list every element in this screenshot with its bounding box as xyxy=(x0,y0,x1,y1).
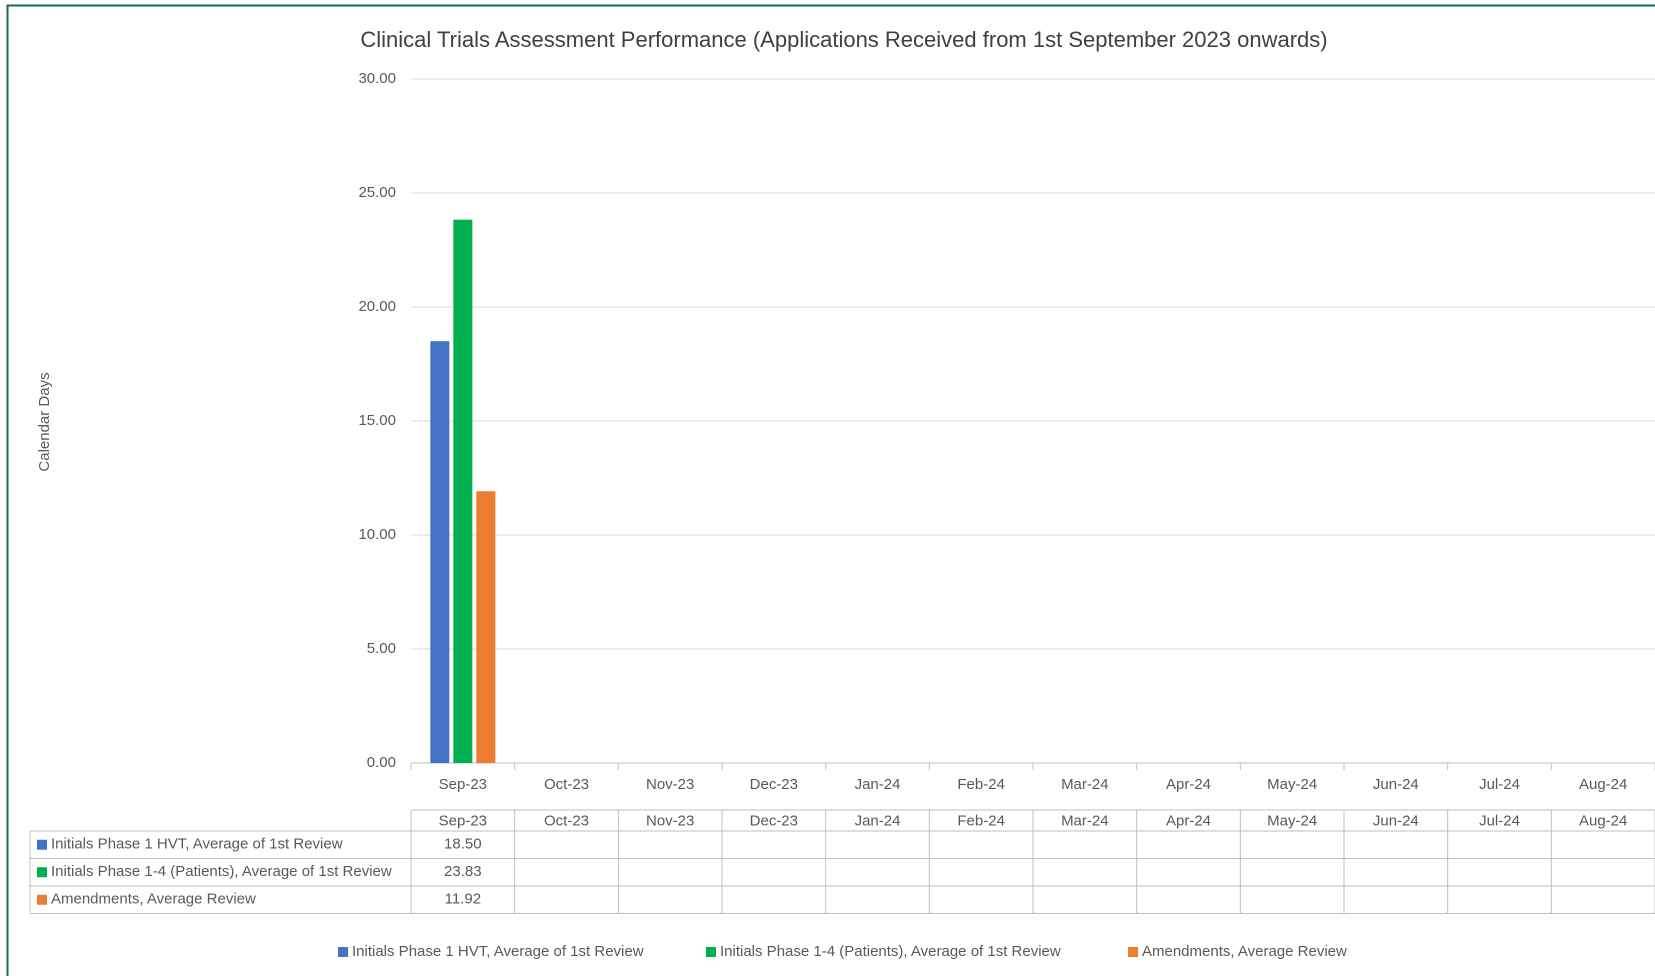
x-tick-label: Apr-24 xyxy=(1166,776,1211,793)
table-header: Nov-23 xyxy=(646,812,694,829)
table-header: May-24 xyxy=(1267,812,1317,829)
table-header: Jan-24 xyxy=(855,812,901,829)
table-key xyxy=(37,839,47,850)
table-header: Mar-24 xyxy=(1061,812,1109,829)
x-tick-label: Aug-24 xyxy=(1579,776,1627,793)
x-tick-label: Sep-23 xyxy=(439,776,487,793)
table-header: Jun-24 xyxy=(1373,812,1419,829)
bar xyxy=(430,341,450,763)
y-tick-label: 20.00 xyxy=(358,298,396,315)
frame xyxy=(6,4,1655,976)
legend-label: Initials Phase 1-4 (Patients), Average o… xyxy=(720,943,1061,960)
x-tick-label: Jun-24 xyxy=(1373,776,1419,793)
x-tick-label: Mar-24 xyxy=(1061,776,1109,793)
x-tick-label: Nov-23 xyxy=(646,776,694,793)
table-header: Feb-24 xyxy=(957,812,1005,829)
y-tick-label: 0.00 xyxy=(367,754,396,771)
legend-key xyxy=(706,947,716,957)
table-row-label: Initials Phase 1-4 (Patients), Average o… xyxy=(51,863,392,880)
table-key xyxy=(37,894,47,905)
x-tick-label: Oct-23 xyxy=(544,776,589,793)
y-axis-label: Calendar Days xyxy=(36,372,53,471)
x-tick-label: Jan-24 xyxy=(855,776,901,793)
y-tick-label: 25.00 xyxy=(358,184,396,201)
table-header: Aug-24 xyxy=(1579,812,1627,829)
y-tick-label: 15.00 xyxy=(358,412,396,429)
bar xyxy=(476,491,496,763)
table-header: Oct-23 xyxy=(544,812,589,829)
table-header: Sep-23 xyxy=(439,812,487,829)
table-value: 11.92 xyxy=(445,891,481,908)
table-key xyxy=(37,867,47,878)
legend-key xyxy=(1128,947,1138,957)
bar xyxy=(453,219,473,763)
table-value: 23.83 xyxy=(444,863,482,880)
table-header: Apr-24 xyxy=(1166,812,1211,829)
legend-key xyxy=(338,947,348,957)
x-tick-label: Feb-24 xyxy=(957,776,1005,793)
chart-title: Clinical Trials Assessment Performance (… xyxy=(360,27,1327,52)
y-tick-label: 30.00 xyxy=(358,70,396,87)
x-tick-label: Jul-24 xyxy=(1479,776,1520,793)
table-value: 18.50 xyxy=(444,836,482,853)
x-tick-label: May-24 xyxy=(1267,776,1317,793)
y-tick-label: 5.00 xyxy=(367,640,396,657)
table-row-label: Initials Phase 1 HVT, Average of 1st Rev… xyxy=(51,836,343,853)
table-row-label: Amendments, Average Review xyxy=(51,891,256,908)
x-tick-label: Dec-23 xyxy=(750,776,798,793)
table-header: Jul-24 xyxy=(1479,812,1520,829)
legend-label: Initials Phase 1 HVT, Average of 1st Rev… xyxy=(352,943,644,960)
y-tick-label: 10.00 xyxy=(358,526,396,543)
legend-label: Amendments, Average Review xyxy=(1142,943,1347,960)
table-header: Dec-23 xyxy=(750,812,798,829)
